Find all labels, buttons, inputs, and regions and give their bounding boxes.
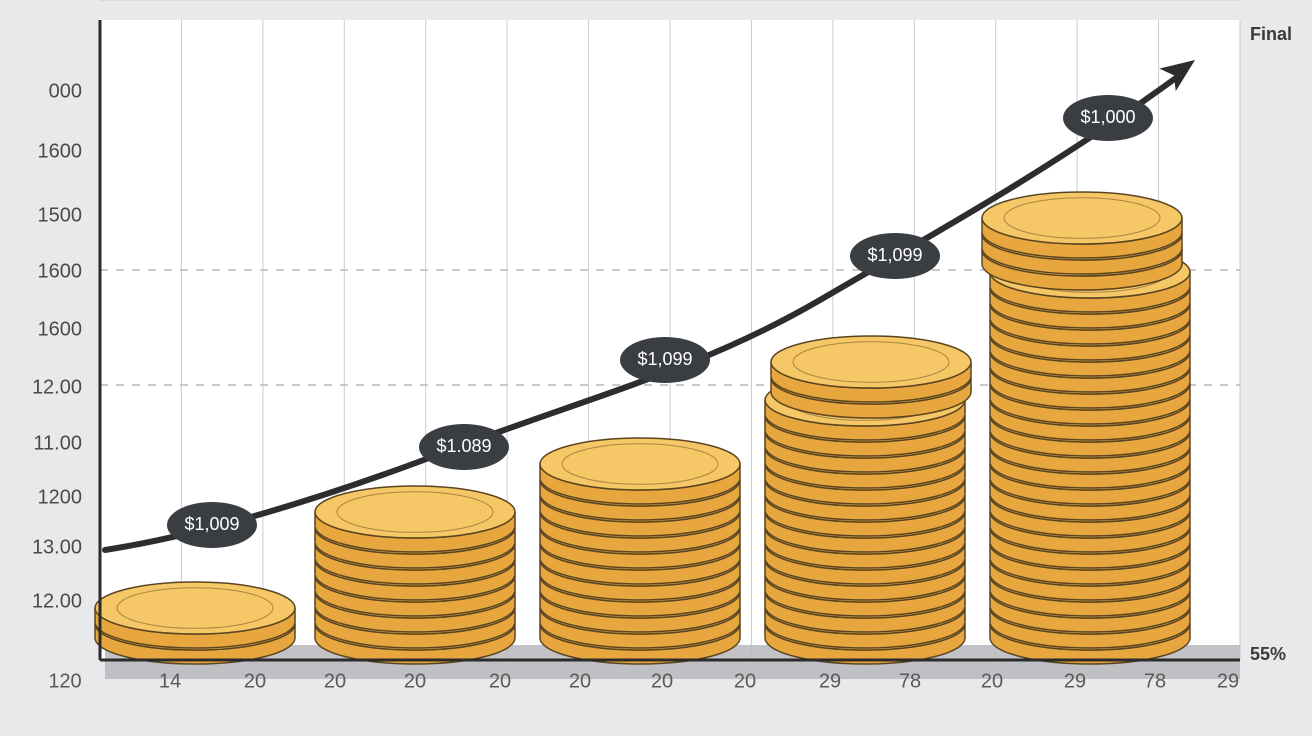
x-tick-label: 20 <box>734 671 756 693</box>
y-tick-label: 12.00 <box>32 590 82 612</box>
x-tick-label: 20 <box>569 671 591 693</box>
y-tick-label: 13.00 <box>32 536 82 558</box>
x-tick-label: 29 <box>1217 671 1239 693</box>
y-tick-label: 1200 <box>38 486 83 508</box>
value-pill-4: $1,000 <box>1063 95 1153 141</box>
value-pill-label: $1,000 <box>1080 107 1135 127</box>
value-pill-3: $1,099 <box>850 233 940 279</box>
x-tick-label: 20 <box>404 671 426 693</box>
y-tick-label: 000 <box>49 80 82 102</box>
value-pill-label: $1,009 <box>184 514 239 534</box>
label-final: Final <box>1250 24 1292 44</box>
y-tick-label: 1600 <box>38 140 83 162</box>
y-tick-label: 1600 <box>38 260 83 282</box>
x-tick-label: 14 <box>159 671 181 693</box>
value-pill-0: $1,009 <box>167 502 257 548</box>
coin-stack-1 <box>315 486 515 664</box>
x-tick-label: 20 <box>981 671 1003 693</box>
x-tick-label: 120 <box>48 671 81 693</box>
y-tick-label: 11.00 <box>33 432 82 454</box>
x-tick-label: 20 <box>651 671 673 693</box>
value-pill-label: $1,099 <box>867 245 922 265</box>
value-pill-label: $1,099 <box>637 349 692 369</box>
y-tick-label: 12.00 <box>32 376 82 398</box>
value-pill-2: $1,099 <box>620 337 710 383</box>
growth-chart: $1,009 $1.089 $1,099 $1,099 $1,000 000 1600 150… <box>0 0 1312 736</box>
coin-stack-0 <box>95 582 295 664</box>
coin-stack-2 <box>540 438 740 664</box>
value-pill-1: $1.089 <box>419 424 509 470</box>
y-tick-label: 1600 <box>38 318 83 340</box>
x-tick-label: 29 <box>1064 671 1086 693</box>
x-tick-label: 78 <box>899 671 921 693</box>
x-tick-label: 20 <box>244 671 266 693</box>
coin-stack-4 <box>982 192 1190 664</box>
coin-stack-3 <box>765 336 971 664</box>
x-tick-label: 20 <box>324 671 346 693</box>
x-tick-label: 78 <box>1144 671 1166 693</box>
x-tick-label: 29 <box>819 671 841 693</box>
x-tick-label: 20 <box>489 671 511 693</box>
label-percent: 55% <box>1250 644 1286 664</box>
value-pill-label: $1.089 <box>436 436 491 456</box>
y-tick-label: 1500 <box>38 204 83 226</box>
